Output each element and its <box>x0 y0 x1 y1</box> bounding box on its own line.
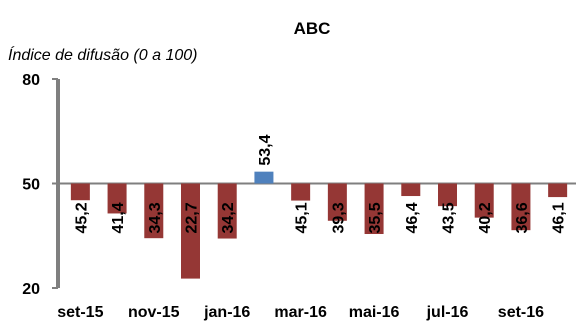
bar-dez-15 <box>181 183 200 279</box>
bar-out-16 <box>548 183 568 198</box>
data-label: 35,5 <box>367 202 384 233</box>
bar-nov-15 <box>144 183 164 239</box>
data-label: 45,1 <box>294 202 311 233</box>
x-tick-label: set-15 <box>57 304 103 321</box>
x-tick-label: mai-16 <box>349 304 400 321</box>
y-tick-label: 80 <box>22 72 40 89</box>
bar-abr-16 <box>327 183 347 221</box>
bar-jul-16 <box>438 183 457 207</box>
bar-set-16 <box>511 183 531 231</box>
x-tick-label: mar-16 <box>274 304 327 321</box>
data-label: 36,6 <box>514 202 531 233</box>
y-tick-label: 50 <box>22 177 40 194</box>
data-label: 34,2 <box>220 202 237 233</box>
data-label: 46,4 <box>404 202 421 233</box>
chart-subtitle: Índice de difusão (0 a 100) <box>8 45 197 64</box>
bar-ago-16 <box>474 183 494 218</box>
data-label: 22,7 <box>184 202 201 233</box>
data-label: 46,1 <box>551 202 568 233</box>
bar-jan-16 <box>217 183 237 239</box>
data-label: 39,3 <box>330 202 347 233</box>
data-label: 53,4 <box>257 134 274 165</box>
chart-title: ABC <box>294 19 331 38</box>
chart-data-labels: 45,2 41,4 34,3 22,7 34,2 53,4 45,1 39,3 35,5 46,4… <box>73 134 567 233</box>
bar-mar-16 <box>291 183 311 201</box>
bar-jun-16 <box>401 183 421 197</box>
data-label: 34,3 <box>147 202 164 233</box>
x-tick-label: jul-16 <box>426 304 469 321</box>
x-axis-tick-labels: set-15 nov-15 jan-16 mar-16 mai-16 jul-16 set-… <box>57 304 544 321</box>
data-label: 40,2 <box>477 202 494 233</box>
bar-fev-16 <box>254 171 274 184</box>
bar-mai-16 <box>364 183 384 235</box>
data-label: 45,2 <box>73 202 90 233</box>
bar-out-15 <box>107 183 127 214</box>
bar-set-15 <box>70 183 90 201</box>
x-tick-label: set-16 <box>498 304 544 321</box>
data-label: 43,5 <box>441 202 458 233</box>
y-tick-label: 20 <box>22 281 40 298</box>
chart-bars <box>70 171 568 279</box>
x-tick-label: jan-16 <box>203 304 250 321</box>
data-label: 41,4 <box>110 202 127 233</box>
x-tick-label: nov-15 <box>128 304 180 321</box>
